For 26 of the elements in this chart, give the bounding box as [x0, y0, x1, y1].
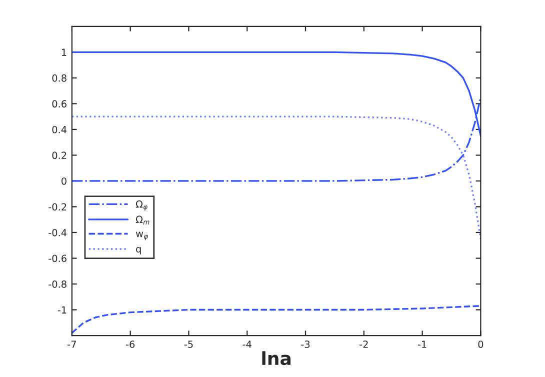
legend-label: q [136, 246, 141, 254]
legend-label: Ω$_{φ}$ [136, 200, 148, 211]
y-tick-label: -0.6 [48, 254, 66, 262]
x-axis-title: lna [262, 351, 291, 366]
line-series [72, 305, 481, 334]
x-tick-label: -4 [242, 340, 252, 348]
y-tick-label: -1 [58, 306, 66, 314]
y-tick-label: 0.6 [52, 100, 66, 108]
y-tick-label: 1 [62, 48, 66, 56]
y-tick-label: 0.2 [52, 152, 66, 160]
x-tick-label: -6 [126, 340, 135, 348]
x-tick-label: -2 [360, 340, 368, 348]
legend-label: Ω$_{m}$ [136, 216, 150, 224]
x-tick-label: -5 [184, 340, 193, 348]
line-series [72, 116, 481, 240]
x-tick-label: -1 [418, 340, 426, 348]
y-tick-label: 0.8 [52, 74, 66, 82]
y-tick-label: -0.8 [48, 280, 66, 288]
x-tick-label: -7 [68, 340, 76, 348]
x-tick-label: 0 [478, 340, 484, 348]
y-tick-label: 0.4 [52, 126, 67, 134]
y-tick-label: -0.4 [48, 228, 67, 236]
y-tick-label: -0.2 [48, 203, 66, 211]
legend-label: w$_{φ}$ [136, 232, 148, 240]
x-tick-label: -3 [301, 340, 310, 348]
y-tick-label: 0 [62, 177, 66, 185]
